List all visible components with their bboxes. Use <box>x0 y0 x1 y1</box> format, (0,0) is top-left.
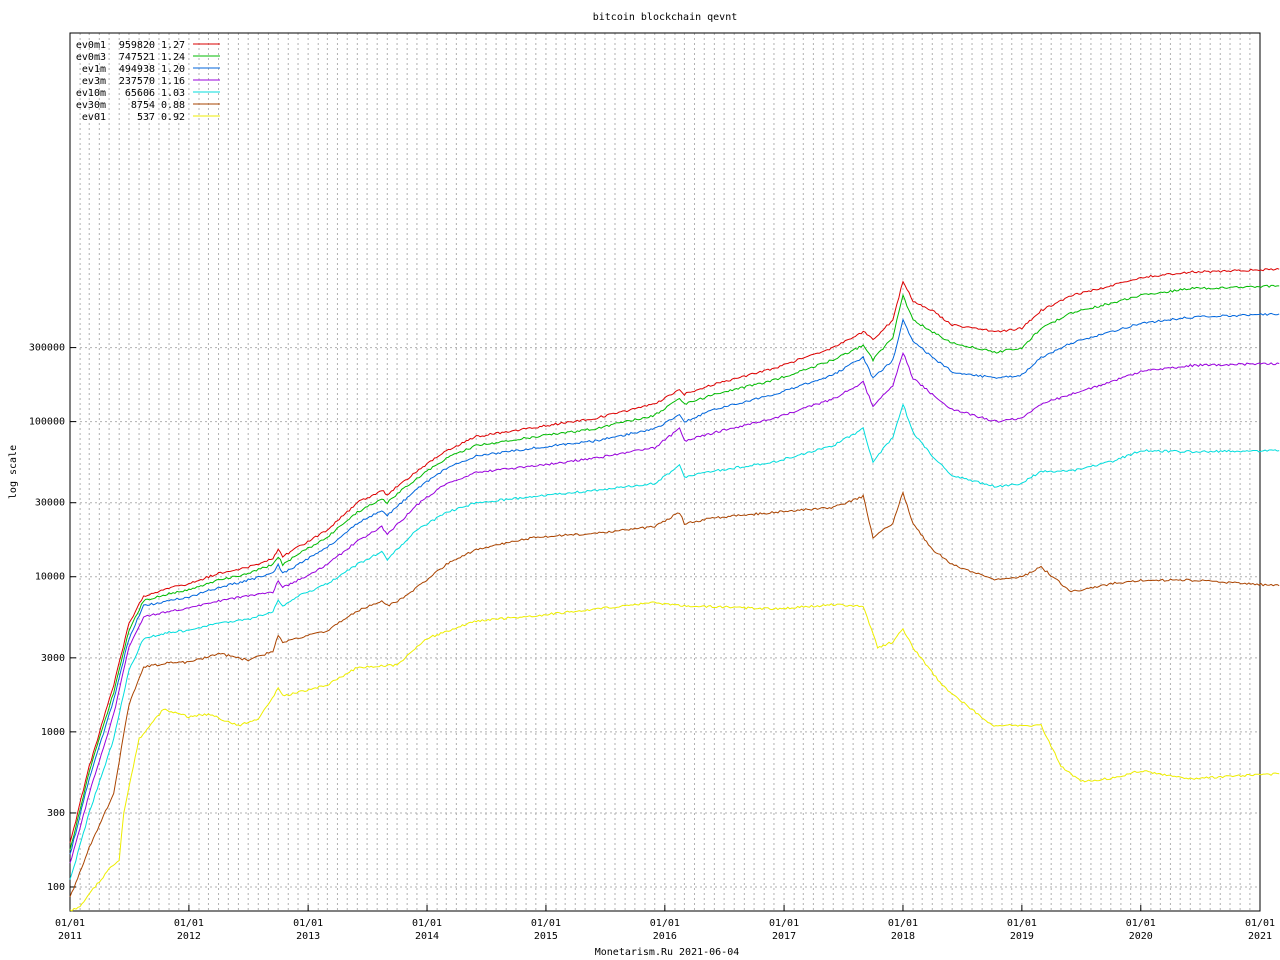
y-tick-label: 30000 <box>35 498 65 509</box>
y-tick-label: 100000 <box>29 417 65 428</box>
legend-series-last-value: 537 <box>137 112 155 123</box>
legend-series-last-value: 237570 <box>119 76 155 87</box>
x-tick-year-label: 2018 <box>891 931 915 942</box>
x-tick-label: 01/01 <box>412 918 442 929</box>
x-tick-label: 01/01 <box>1007 918 1037 929</box>
x-tick-label: 01/01 <box>1245 918 1275 929</box>
y-tick-label: 300 <box>47 808 65 819</box>
legend-series-last-value: 747521 <box>119 52 155 63</box>
series-line-ev3m <box>69 351 1280 864</box>
chart-footer: Monetarism.Ru 2021-06-04 <box>595 947 740 958</box>
series-line-ev0m3 <box>69 284 1280 851</box>
y-axis: 100 300 1000 3000 10000 30000 100000 300000 <box>29 343 76 893</box>
legend: ev0m1 959820 1.27 ev0m3 747521 1.24 ev1m 494938… <box>76 40 220 123</box>
legend-series-ratio: 1.24 <box>161 52 185 63</box>
x-tick-year-label: 2020 <box>1129 931 1153 942</box>
x-tick-label: 01/01 <box>531 918 561 929</box>
series-line-ev0m1 <box>69 267 1280 843</box>
series-line-ev01 <box>69 601 1280 912</box>
legend-series-ratio: 0.92 <box>161 112 185 123</box>
legend-series-ratio: 0.88 <box>161 100 185 111</box>
legend-series-name: ev1m <box>82 64 106 75</box>
y-tick-label: 300000 <box>29 343 65 354</box>
x-tick-year-label: 2021 <box>1248 931 1272 942</box>
x-tick-label: 01/01 <box>769 918 799 929</box>
legend-series-ratio: 1.03 <box>161 88 185 99</box>
x-tick-year-label: 2013 <box>296 931 320 942</box>
x-tick-year-label: 2019 <box>1010 931 1034 942</box>
x-tick-label: 01/01 <box>174 918 204 929</box>
y-tick-label: 10000 <box>35 572 65 583</box>
x-tick-label: 01/01 <box>55 918 85 929</box>
legend-series-last-value: 8754 <box>131 100 155 111</box>
y-tick-label: 100 <box>47 882 65 893</box>
series-line-ev30m <box>69 490 1280 897</box>
legend-series-last-value: 65606 <box>125 88 155 99</box>
x-tick-year-label: 2015 <box>534 931 558 942</box>
x-tick-year-label: 2014 <box>415 931 439 942</box>
grid-lines <box>70 33 1260 911</box>
x-tick-year-label: 2016 <box>653 931 677 942</box>
x-tick-year-label: 2017 <box>772 931 796 942</box>
legend-series-name: ev0m1 <box>76 40 106 51</box>
legend-series-ratio: 1.16 <box>161 76 185 87</box>
x-tick-label: 01/01 <box>1126 918 1156 929</box>
legend-series-last-value: 494938 <box>119 64 155 75</box>
series-lines <box>69 267 1280 912</box>
legend-series-name: ev10m <box>76 88 106 99</box>
legend-series-name: ev0m3 <box>76 52 106 63</box>
x-tick-label: 01/01 <box>888 918 918 929</box>
legend-series-last-value: 959820 <box>119 40 155 51</box>
legend-series-ratio: 1.27 <box>161 40 185 51</box>
x-tick-label: 01/01 <box>650 918 680 929</box>
y-axis-label: log scale <box>8 445 19 499</box>
legend-series-name: ev30m <box>76 100 106 111</box>
legend-series-name: ev3m <box>82 76 106 87</box>
x-tick-label: 01/01 <box>293 918 323 929</box>
x-axis: 01/01 2011 01/01 2012 01/01 2013 01/01 2014 01/0… <box>55 905 1275 942</box>
legend-series-name: ev01 <box>82 112 106 123</box>
x-tick-year-label: 2012 <box>177 931 201 942</box>
legend-series-ratio: 1.20 <box>161 64 185 75</box>
series-line-ev10m <box>69 403 1280 880</box>
series-line-ev1m <box>69 312 1280 855</box>
x-tick-year-label: 2011 <box>58 931 82 942</box>
y-tick-label: 1000 <box>41 727 65 738</box>
chart-title: bitcoin blockchain qevnt <box>593 12 738 23</box>
y-tick-label: 3000 <box>41 653 65 664</box>
